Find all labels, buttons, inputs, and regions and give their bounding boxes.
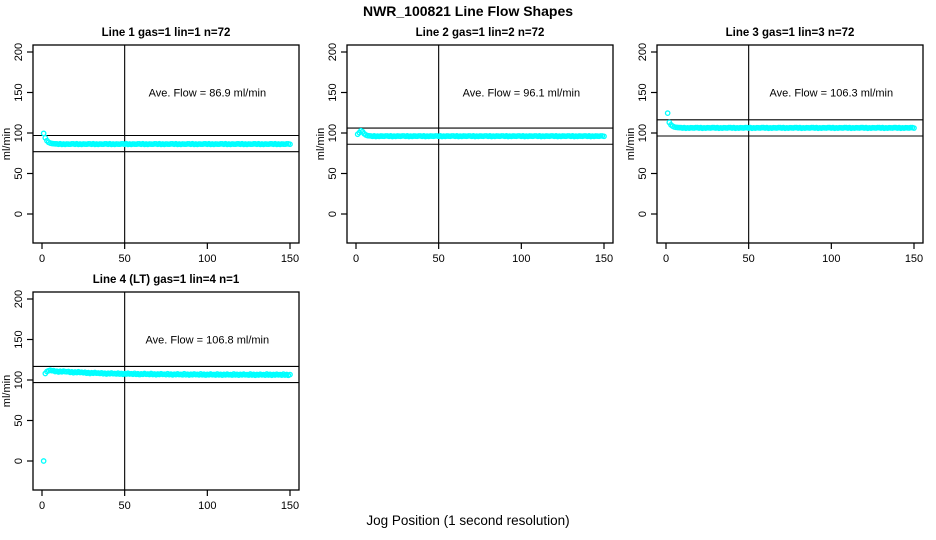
x-tick-label: 50 [119,500,131,512]
subplot-title: Line 4 (LT) gas=1 lin=4 n=1 [93,274,240,286]
x-tick-label: 100 [512,253,530,265]
x-tick-label: 0 [39,500,45,512]
x-tick-label: 0 [663,253,669,265]
y-tick-label: 50 [327,167,339,179]
y-axis-label: ml/min [625,128,637,160]
y-tick-label: 100 [327,124,339,142]
x-tick-label: 50 [743,253,755,265]
y-tick-label: 100 [13,371,25,389]
line-plot-svg: Line 1 gas=1 lin=1 n=72 0 50 100 150 0 50 100 15… [1,27,300,265]
y-tick-label: 150 [637,83,649,101]
y-tick-label: 0 [13,458,25,464]
subplot-title: Line 3 gas=1 lin=3 n=72 [726,27,855,39]
data-points [354,127,607,140]
y-tick-label: 150 [13,330,25,348]
subplot-title: Line 2 gas=1 lin=2 n=72 [416,27,545,39]
x-tick-label: 100 [822,253,840,265]
x-tick-label: 50 [433,253,445,265]
subplot-line-4: Line 4 (LT) gas=1 lin=4 n=1 0 50 100 150 0 50 1… [0,267,312,519]
y-tick-label: 0 [637,211,649,217]
y-tick-label: 200 [13,290,25,308]
line-plot-svg: Line 2 gas=1 lin=2 n=72 0 50 100 150 0 50 100 15… [315,27,614,265]
plot-box [32,44,300,244]
y-tick-label: 150 [327,83,339,101]
y-tick-label: 0 [327,211,339,217]
data-points [664,110,917,132]
x-tick-label: 50 [119,253,131,265]
subplot-line-1: Line 1 gas=1 lin=1 n=72 0 50 100 150 0 50 100 15… [0,20,312,272]
x-tick-label: 150 [281,500,299,512]
y-tick-label: 50 [13,414,25,426]
x-tick-label: 150 [905,253,923,265]
y-tick-label: 100 [637,124,649,142]
plot-box [656,44,924,244]
y-tick-label: 150 [13,83,25,101]
figure-title: NWR_100821 Line Flow Shapes [362,3,574,19]
y-tick-label: 50 [637,167,649,179]
y-axis-label: ml/min [1,375,13,407]
avg-flow-annotation: Ave. Flow = 96.1 ml/min [463,88,580,100]
subplot-line-2: Line 2 gas=1 lin=2 n=72 0 50 100 150 0 50 100 15… [314,20,626,272]
x-tick-label: 150 [281,253,299,265]
x-tick-label: 100 [198,253,216,265]
plot-box [32,291,300,491]
x-tick-label: 0 [39,253,45,265]
y-tick-label: 50 [13,167,25,179]
x-tick-label: 0 [353,253,359,265]
line-plot-svg: Line 4 (LT) gas=1 lin=4 n=1 0 50 100 150 0 50 1… [1,274,300,512]
avg-flow-annotation: Ave. Flow = 106.3 ml/min [770,88,894,100]
y-axis-label: ml/min [315,128,327,160]
x-axis-label: Jog Position (1 second resolution) [366,513,570,528]
y-tick-label: 200 [637,43,649,61]
line-plot-svg: Line 3 gas=1 lin=3 n=72 0 50 100 150 0 50 100 15… [625,27,924,265]
subplot-line-3: Line 3 gas=1 lin=3 n=72 0 50 100 150 0 50 100 15… [624,20,936,272]
y-axis-label: ml/min [1,128,13,160]
y-tick-label: 0 [13,211,25,217]
data-points [40,367,293,464]
y-tick-label: 200 [327,43,339,61]
x-tick-label: 100 [198,500,216,512]
x-tick-label: 150 [595,253,613,265]
y-tick-label: 200 [13,43,25,61]
y-tick-label: 100 [13,124,25,142]
subplot-title: Line 1 gas=1 lin=1 n=72 [102,27,231,39]
avg-flow-annotation: Ave. Flow = 106.8 ml/min [146,335,270,347]
avg-flow-annotation: Ave. Flow = 86.9 ml/min [149,88,266,100]
data-points [40,130,293,148]
